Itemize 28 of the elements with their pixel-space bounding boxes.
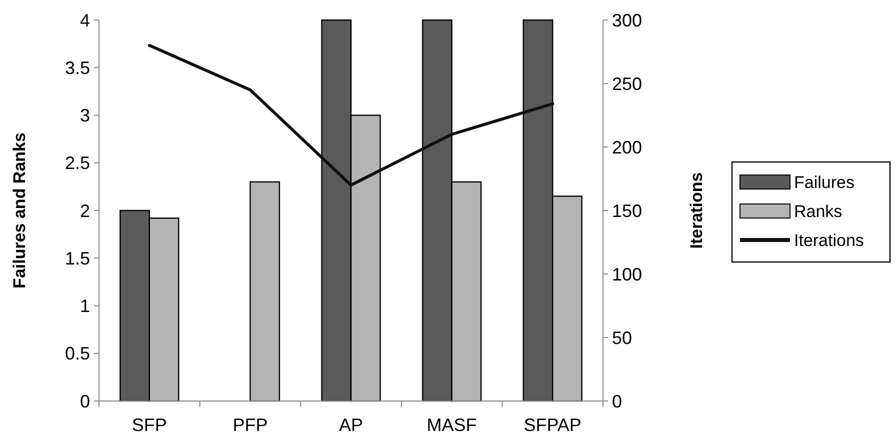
x-tick-label: MASF [426,415,477,435]
y2-tick-label: 150 [612,200,642,221]
y-tick-label: 2.5 [64,153,90,174]
legend-label: Ranks [794,202,842,221]
x-tick-label: SFPAP [524,415,582,435]
x-tick-label: PFP [232,415,268,435]
y-axis-title: Failures and Ranks [10,132,29,288]
y2-tick-label: 300 [612,10,642,30]
x-tick-label: SFP [132,415,167,435]
y-tick-label: 3 [80,106,90,126]
line-series [148,44,554,187]
legend-label: Failures [794,172,854,192]
bar [250,181,280,402]
y-tick-label: 2 [80,200,90,221]
y-tick-label: 1 [80,296,90,316]
y2-tick-label: 200 [612,137,642,158]
y-tick-label: 3.5 [64,58,90,78]
y2-axis-title: Iterations [687,172,706,249]
y2-tick-label: 50 [612,328,632,348]
y2-tick-label: 0 [612,391,622,412]
y-tick-label: 4 [80,10,90,30]
y2-tick-label: 100 [612,264,642,284]
y-tick-label: 1.5 [64,248,90,268]
x-tick-label: AP [338,415,364,435]
y-tick-label: 0 [80,391,90,412]
y2-tick-label: 250 [612,74,642,94]
y-tick-label: 0.5 [64,344,90,364]
legend-label: Iterations [794,230,864,250]
